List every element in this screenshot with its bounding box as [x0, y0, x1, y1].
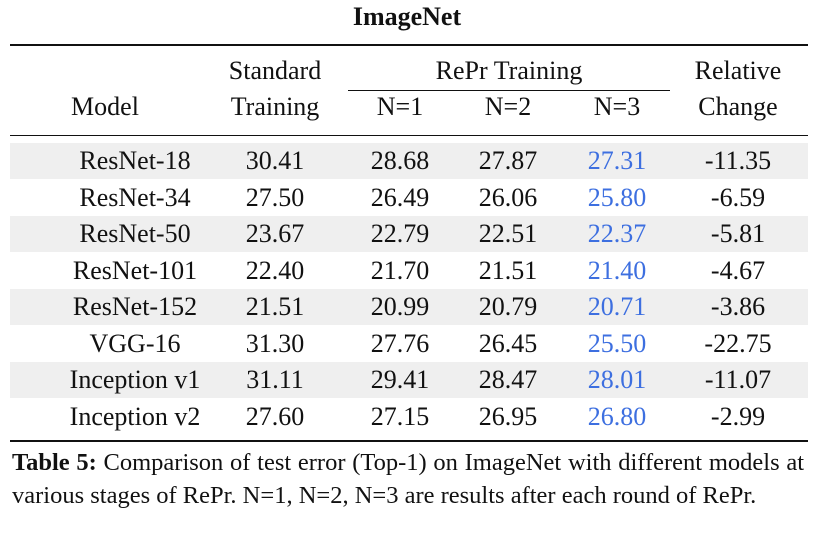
top-rule [10, 44, 808, 46]
header-n2: N=2 [484, 92, 532, 121]
cell-model: Inception v1 [69, 365, 201, 394]
cell-n3: 25.50 [587, 328, 647, 358]
cell-change: -2.99 [710, 401, 766, 431]
cell-n3: 28.01 [587, 365, 647, 394]
table-row: Inception v2 27.60 27.15 26.95 26.80 -2.99 [10, 399, 808, 435]
cell-model: ResNet-34 [79, 182, 191, 212]
cell-standard: 30.41 [245, 146, 305, 175]
cell-n1: 26.49 [370, 182, 430, 212]
cell-change: -5.81 [710, 219, 766, 248]
cell-standard: 22.40 [245, 255, 305, 285]
cell-n1: 21.70 [370, 255, 430, 285]
header-n3: N=3 [593, 92, 641, 121]
cell-n1: 28.68 [370, 146, 430, 175]
caption-text: Comparison of test error (Top-1) on Imag… [12, 449, 805, 509]
cell-standard: 31.11 [246, 365, 304, 394]
cell-change: -4.67 [710, 255, 766, 285]
table-row: Inception v1 31.11 29.41 28.47 28.01 -11.07 [10, 362, 808, 398]
cell-n3: 26.80 [587, 401, 647, 431]
cell-n3: 25.80 [587, 182, 647, 212]
cell-n1: 22.79 [370, 219, 430, 248]
cell-standard: 23.67 [245, 219, 305, 248]
table-row: ResNet-34 27.50 26.49 26.06 25.80 -6.59 [10, 180, 808, 216]
cell-model: Inception v2 [69, 401, 201, 431]
cell-n2: 21.51 [478, 255, 538, 285]
cell-change: -3.86 [710, 292, 766, 321]
header-model: Model [71, 92, 139, 121]
cell-model: ResNet-152 [72, 292, 198, 321]
cell-n2: 27.87 [478, 146, 538, 175]
cell-change: -6.59 [710, 182, 766, 212]
table-caption: Table 5: Comparison of test error (Top-1… [12, 446, 804, 512]
bottom-rule [10, 440, 808, 442]
cell-change: -11.07 [704, 365, 772, 394]
cell-n1: 27.15 [370, 401, 430, 431]
cell-n1: 29.41 [370, 365, 430, 394]
repr-group-rule [348, 90, 670, 91]
header-relative-line2: Change [698, 92, 778, 121]
header-relative-line1: Relative [694, 56, 782, 85]
cell-change: -22.75 [704, 328, 772, 358]
cell-n3: 27.31 [587, 146, 647, 175]
cell-n2: 26.95 [478, 401, 538, 431]
cell-n2: 20.79 [478, 292, 538, 321]
cell-n3: 20.71 [587, 292, 647, 321]
cell-n2: 26.45 [478, 328, 538, 358]
header-rule [10, 135, 808, 136]
cell-model: ResNet-101 [72, 255, 198, 285]
header-repr-training: RePr Training [435, 56, 583, 85]
table-row: ResNet-50 23.67 22.79 22.51 22.37 -5.81 [10, 216, 808, 252]
table-title: ImageNet [352, 2, 462, 31]
caption-label: Table 5: [12, 449, 97, 476]
cell-change: -11.35 [704, 146, 772, 175]
cell-standard: 31.30 [245, 328, 305, 358]
table-row: VGG-16 31.30 27.76 26.45 25.50 -22.75 [10, 326, 808, 362]
header-standard-line1: Standard [228, 56, 322, 85]
header-standard-line2: Training [230, 92, 320, 121]
cell-n2: 26.06 [478, 182, 538, 212]
cell-n3: 21.40 [587, 255, 647, 285]
cell-model: ResNet-18 [79, 146, 191, 175]
cell-n1: 20.99 [370, 292, 430, 321]
cell-standard: 21.51 [245, 292, 305, 321]
cell-standard: 27.60 [245, 401, 305, 431]
table-row: ResNet-18 30.41 28.68 27.87 27.31 -11.35 [10, 143, 808, 179]
cell-n3: 22.37 [587, 219, 647, 248]
cell-n2: 22.51 [478, 219, 538, 248]
cell-model: VGG-16 [89, 328, 181, 358]
cell-n2: 28.47 [478, 365, 538, 394]
cell-standard: 27.50 [245, 182, 305, 212]
table-row: ResNet-101 22.40 21.70 21.51 21.40 -4.67 [10, 253, 808, 289]
cell-model: ResNet-50 [79, 219, 191, 248]
cell-n1: 27.76 [370, 328, 430, 358]
table-row: ResNet-152 21.51 20.99 20.79 20.71 -3.86 [10, 289, 808, 325]
header-n1: N=1 [376, 92, 424, 121]
